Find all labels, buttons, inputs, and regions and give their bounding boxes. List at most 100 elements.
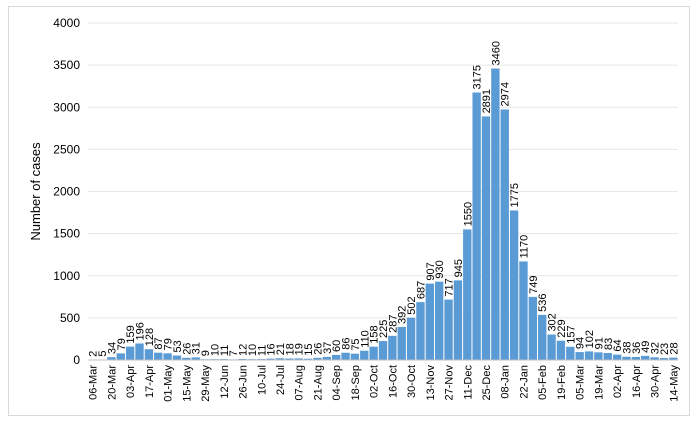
bar [125,346,135,360]
data-label: 5 [97,350,109,356]
data-label: 32 [650,342,662,354]
bar [631,356,641,360]
bar [463,229,472,360]
data-label: 749 [528,276,540,294]
data-label: 302 [547,313,559,331]
x-tick-label: 30-Apr [650,365,662,398]
x-tick-label: 01-May [163,365,175,402]
bar [594,352,603,360]
data-label: 94 [575,337,587,349]
bar [425,283,435,360]
y-tick-label: 2000 [53,185,80,199]
data-label: 34 [106,342,118,354]
x-tick-label: 21-Aug [312,365,324,400]
bar [172,355,182,360]
bar [509,210,519,360]
data-label: 83 [603,338,615,350]
bar [163,353,172,360]
y-axis-title: Number of cases [28,142,43,241]
bar [313,357,322,360]
data-label: 64 [612,339,624,351]
x-tick-label: 02-Oct [369,365,381,398]
data-label: 287 [387,314,399,332]
data-label: 86 [341,338,353,350]
data-label: 23 [659,343,671,355]
bar [378,341,388,360]
data-label: 930 [434,260,446,278]
x-tick-label: 17-Apr [144,365,156,398]
data-label: 60 [331,340,343,352]
data-label: 1775 [509,183,521,207]
data-label: 2 [88,351,100,357]
bar [144,349,154,360]
x-tick-label: 05-Feb [537,365,549,400]
bar [650,357,659,360]
data-label: 502 [406,296,418,314]
y-tick-label: 2500 [53,142,80,156]
x-tick-label: 16-Apr [631,365,643,398]
bar [416,302,425,360]
data-label: 536 [537,293,549,311]
x-tick-label: 22-Jan [518,365,530,399]
bar [191,357,200,360]
x-tick-label: 07-Aug [294,365,306,400]
data-label: 36 [631,342,643,354]
data-label: 28 [668,342,680,354]
data-label: 75 [350,338,362,350]
x-tick-label: 30-Oct [406,365,418,398]
bar [472,92,481,360]
data-label: 49 [640,341,652,353]
x-tick-label: 06-Mar [88,365,100,400]
bar [528,296,538,360]
x-tick-label: 20-Mar [106,365,118,400]
bar [453,280,463,360]
data-label: 12 [238,344,250,356]
bar [406,317,416,360]
bar [107,357,116,360]
x-tick-label: 14-May [668,365,680,402]
chart-frame [8,6,690,416]
x-tick-label: 02-Apr [612,365,624,398]
data-label: 11 [219,345,231,356]
bar [322,356,331,360]
bar [481,116,491,360]
y-tick-label: 3000 [53,100,80,114]
x-tick-label: 19-Mar [593,365,605,400]
data-label: 37 [322,342,334,354]
data-label: 11 [256,345,268,356]
bar [547,334,556,360]
x-tick-label: 12-Jun [219,365,231,399]
y-tick-label: 0 [73,353,80,367]
x-tick-label: 10-Jul [256,365,268,395]
data-label: 945 [453,259,465,277]
data-label: 687 [415,281,427,299]
bar [303,358,313,360]
data-label: 91 [593,337,605,349]
data-label: 3175 [472,65,484,89]
data-label: 392 [397,306,409,324]
bar [491,68,500,361]
bar [641,355,650,360]
data-label: 10 [209,344,221,356]
bar [388,335,397,360]
data-label: 7 [228,350,240,356]
x-tick-label: 27-Nov [444,365,456,401]
x-tick-label: 03-Apr [125,365,137,398]
bar [116,353,125,360]
bar [669,357,678,360]
y-tick-label: 3500 [53,58,80,72]
bar [500,109,509,361]
bar [659,358,669,360]
data-label: 158 [369,325,381,343]
x-tick-label: 18-Sep [350,365,362,400]
x-tick-label: 25-Dec [481,365,493,401]
bar [154,352,163,360]
data-label: 31 [191,342,203,354]
x-tick-label: 13-Nov [425,365,437,401]
x-tick-label: 11-Dec [462,365,474,400]
bar [275,358,285,360]
data-label: 907 [425,262,437,280]
bar [294,358,303,360]
data-label: 2891 [481,89,493,113]
